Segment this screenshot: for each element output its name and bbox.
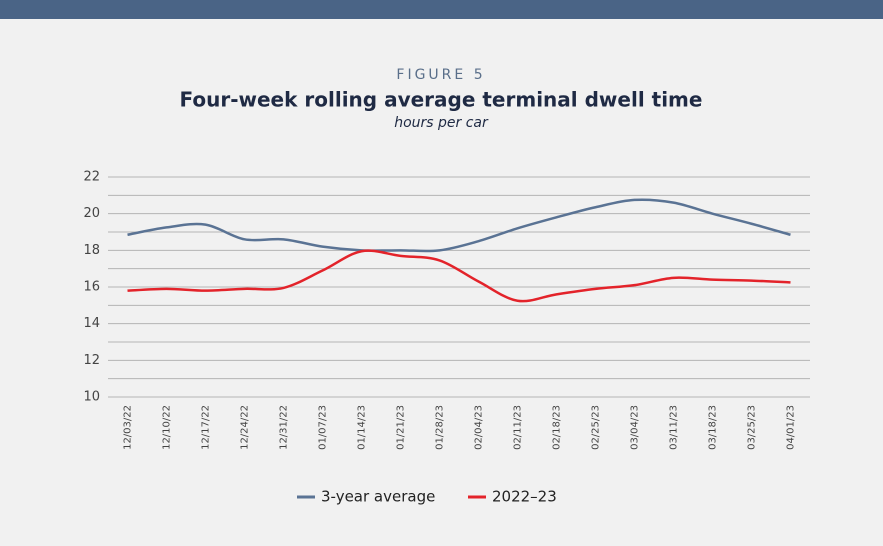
x-tick-label: 02/04/23 xyxy=(474,405,485,450)
x-tick-label: 03/18/23 xyxy=(708,405,719,450)
x-tick-label: 12/03/22 xyxy=(123,405,134,450)
y-tick-label: 18 xyxy=(83,243,100,258)
x-tick-label: 12/24/22 xyxy=(240,405,251,450)
x-tick-label: 01/07/23 xyxy=(318,405,329,450)
x-tick-label: 03/11/23 xyxy=(669,405,680,450)
x-tick-label: 02/18/23 xyxy=(552,405,563,450)
x-tick-label: 03/04/23 xyxy=(630,405,641,450)
x-tick-label: 12/31/22 xyxy=(279,405,290,450)
y-tick-label: 22 xyxy=(83,170,100,185)
legend-label: 2022–23 xyxy=(492,488,557,506)
x-tick-label: 01/21/23 xyxy=(396,405,407,450)
x-tick-label: 02/11/23 xyxy=(513,405,524,450)
top-bar xyxy=(0,0,883,19)
series-line xyxy=(127,198,791,253)
x-tick-label: 02/25/23 xyxy=(591,405,602,450)
series-line xyxy=(127,249,791,303)
x-tick-label: 04/01/23 xyxy=(786,405,797,450)
y-tick-label: 20 xyxy=(83,206,100,221)
x-tick-label: 01/28/23 xyxy=(435,405,446,450)
x-tick-label: 12/17/22 xyxy=(201,405,212,450)
y-tick-label: 10 xyxy=(83,390,100,405)
y-tick-label: 14 xyxy=(83,316,100,331)
x-tick-label: 12/10/22 xyxy=(162,405,173,450)
chart-title: Four-week rolling average terminal dwell… xyxy=(180,88,703,112)
x-tick-label: 03/25/23 xyxy=(747,405,758,450)
chart-subtitle: hours per car xyxy=(394,115,489,131)
x-tick-label: 01/14/23 xyxy=(357,405,368,450)
legend-label: 3-year average xyxy=(321,488,435,506)
y-tick-label: 12 xyxy=(83,353,100,368)
y-tick-label: 16 xyxy=(83,280,100,295)
figure-label: FIGURE 5 xyxy=(396,67,485,83)
